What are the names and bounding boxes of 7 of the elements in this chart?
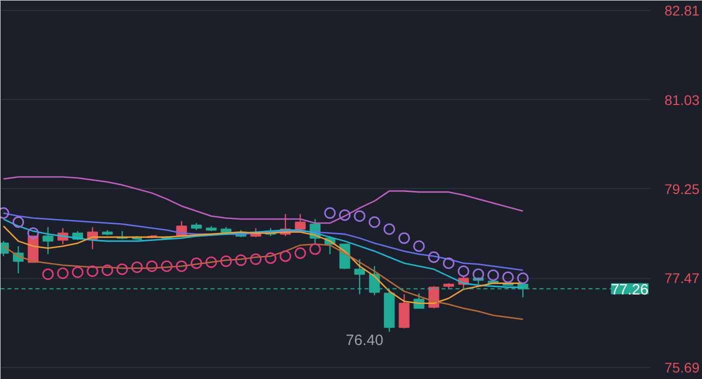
y-tick-label: 81.03 (664, 92, 700, 108)
y-tick-label: 82.81 (664, 2, 700, 19)
y-tick-label: 79.25 (664, 180, 700, 197)
y-tick-label: 75.69 (664, 359, 700, 376)
y-tick-label: 77.47 (664, 270, 700, 286)
annotation: 76.40 (346, 332, 384, 349)
ref-line-label: 77.26 (610, 281, 649, 298)
